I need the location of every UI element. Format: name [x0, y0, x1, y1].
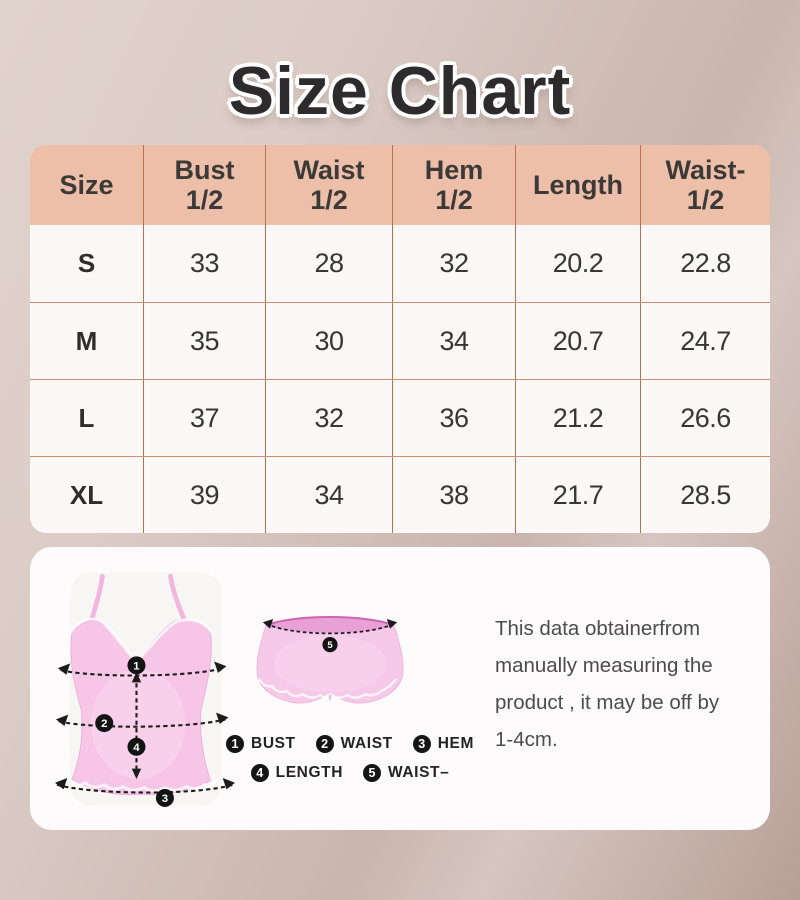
lace-trim-right [135, 618, 214, 664]
camisole-figure: 1 2 4 3 [55, 572, 235, 807]
size-label: XL [30, 457, 144, 533]
lace-trim-left [68, 617, 138, 664]
bust-marker-number: 1 [133, 660, 139, 672]
table-row-s: S 33 28 32 20.2 22.8 [30, 225, 770, 302]
legend-label: WAIST [340, 735, 393, 752]
column-header-waist: Waist 1/2 [266, 145, 393, 225]
shorts-waist-marker-number: 5 [327, 640, 333, 651]
size-table: Size Bust 1/2 Waist 1/2 Hem 1/2 Length W… [30, 145, 770, 533]
legend-label: LENGTH [275, 764, 343, 781]
measurement-note: This data obtainerfrom manually measurin… [495, 610, 767, 758]
value-cell: 33 [144, 225, 266, 302]
arrow-icon [262, 619, 274, 629]
shorts-waist-measure-line [265, 622, 395, 635]
shorts-waist-marker-badge [322, 637, 338, 653]
column-header-bust: Bust 1/2 [144, 145, 266, 225]
legend-label: WAIST– [388, 764, 450, 781]
legend-label: HEM [437, 735, 474, 752]
value-cell: 37 [144, 380, 266, 456]
note-line: manually measuring the [495, 654, 713, 677]
arrow-icon [386, 619, 398, 629]
value-cell: 36 [393, 380, 516, 456]
legend-item-bust: 1 BUST [226, 735, 296, 753]
arrow-icon [216, 712, 229, 725]
lace-trim-hem [66, 777, 218, 793]
shorts-waistband-inner [266, 617, 394, 633]
value-cell: 22.8 [680, 248, 731, 278]
value-cell: 34 [393, 303, 516, 379]
value-cell: 32 [266, 380, 393, 456]
value-cell: 35 [144, 303, 266, 379]
length-marker-badge [127, 737, 146, 756]
column-header-hem: Hem 1/2 [393, 145, 516, 225]
size-label: L [30, 380, 144, 456]
number-badge-icon: 3 [412, 735, 431, 753]
bust-measure-line [60, 667, 224, 677]
arrow-icon [55, 778, 68, 790]
number-badge-icon: 5 [363, 764, 381, 782]
column-header-size: Size [30, 145, 144, 225]
value-cell: 28.5 [680, 479, 731, 510]
legend-item-hem: 3 HEM [412, 735, 474, 753]
note-line: 1-4cm. [495, 728, 558, 751]
shorts-sheen [274, 635, 386, 693]
bust-marker-badge [127, 656, 146, 675]
arrow-icon [222, 778, 235, 790]
arrow-icon [131, 768, 142, 779]
value-cell: 21.7 [516, 457, 641, 533]
legend-label: BUST [251, 735, 296, 752]
value-cell: 39 [144, 457, 266, 533]
hem-marker-number: 3 [162, 793, 168, 805]
waist-measure-line [58, 718, 226, 728]
value-cell: 21.2 [516, 380, 641, 456]
legend-row-1: 1 BUST 2 WAIST 3 HEM [226, 735, 474, 753]
value-cell: 34 [266, 457, 393, 533]
page-title: Size Chart [228, 53, 572, 129]
legend-item-length: 4 LENGTH [250, 764, 343, 782]
value-cell: 26.6 [680, 402, 731, 433]
arrow-icon [214, 661, 227, 673]
table-header-row: Size Bust 1/2 Waist 1/2 Hem 1/2 Length W… [30, 145, 770, 225]
value-cell: 28 [266, 225, 393, 302]
measurement-legend: 1 BUST 2 WAIST 3 HEM 4 LENGTH 5 [208, 735, 492, 782]
number-badge-icon: 2 [315, 735, 334, 753]
table-row-m: M 35 30 34 20.7 24.7 [30, 302, 770, 379]
hem-marker-badge [155, 788, 174, 807]
legend-row-2: 4 LENGTH 5 WAIST– [250, 764, 450, 782]
number-badge-icon: 4 [250, 764, 269, 782]
value-cell: 30 [266, 303, 393, 379]
measurement-info-card: 1 2 4 3 5 1 BUST [30, 547, 770, 830]
value-cell: 38 [393, 457, 516, 533]
size-label: S [30, 225, 144, 302]
note-line: This data obtainerfrom [495, 617, 701, 640]
legend-item-waist: 2 WAIST [315, 735, 393, 753]
table-row-l: L 37 32 36 21.2 26.6 [30, 379, 770, 456]
shorts-lace-right [330, 678, 397, 699]
value-cell: 20.2 [516, 225, 641, 302]
column-header-length: Length [516, 145, 641, 225]
shorts-figure: 5 [256, 616, 404, 704]
value-cell: 20.7 [516, 303, 641, 379]
shorts-lace-left [258, 678, 330, 699]
arrow-icon [131, 671, 142, 683]
size-label: M [30, 303, 144, 379]
waist-marker-number: 2 [101, 718, 107, 730]
value-cell: 32 [393, 225, 516, 302]
legend-item-waist-half: 5 WAIST– [363, 764, 449, 782]
number-badge-icon: 1 [226, 735, 245, 753]
table-row-xl: XL 39 34 38 21.7 28.5 [30, 456, 770, 533]
shorts-waistband-edge [265, 616, 395, 627]
arrow-icon [57, 663, 71, 675]
arrow-icon [55, 714, 69, 726]
hem-measure-line [56, 783, 234, 794]
waist-marker-badge [95, 714, 114, 733]
note-line: product , it may be off by [495, 691, 720, 714]
value-cell: 24.7 [680, 325, 731, 356]
length-marker-number: 4 [133, 742, 140, 754]
camisole-sheen [91, 669, 186, 779]
column-header-waist-half: Waist- 1/2 [665, 154, 746, 215]
